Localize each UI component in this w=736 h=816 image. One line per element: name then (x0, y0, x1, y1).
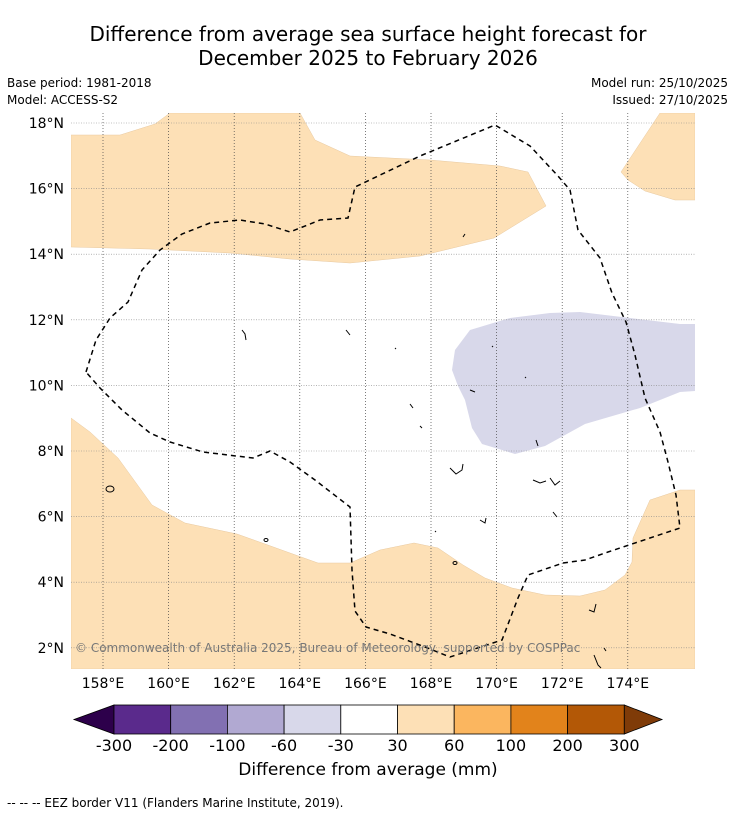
chart-title: Difference from average sea surface heig… (0, 22, 736, 70)
colorbar-segment (113, 704, 172, 735)
issued-text: Issued: 27/10/2025 (612, 93, 728, 107)
island-outline (549, 477, 561, 486)
colorbar-segment (453, 704, 512, 735)
longitude-label: 160°E (147, 676, 190, 692)
colorbar-tick-label: 200 (552, 736, 583, 755)
meta-left: Base period: 1981-2018 Model: ACCESS-S2 (7, 75, 152, 109)
title-line-2: December 2025 to February 2026 (198, 46, 538, 70)
copyright-text: © Commonwealth of Australia 2025, Bureau… (75, 641, 580, 655)
colorbar-tick-label: -60 (271, 736, 297, 755)
island-outline (479, 517, 487, 524)
colorbar-extend-high (623, 704, 664, 735)
grid-lines (71, 113, 695, 669)
island-outline (524, 376, 527, 379)
colorbar-tick-label: 100 (496, 736, 527, 755)
colorbar-extend-low (72, 704, 115, 735)
island-outline (419, 425, 423, 429)
colorbar-tick-label: -300 (96, 736, 132, 755)
latitude-label: 10°N (29, 378, 64, 394)
island-outline (532, 479, 547, 484)
latitude-label: 14°N (29, 247, 64, 263)
island-outline (535, 439, 539, 447)
island-outline (449, 463, 464, 475)
island-outline (263, 538, 269, 542)
model-text: Model: ACCESS-S2 (7, 93, 119, 107)
latitude-label: 16°N (29, 182, 64, 198)
longitude-label: 164°E (279, 676, 322, 692)
anomaly-region-negative-east (452, 312, 695, 454)
longitude-label: 170°E (475, 676, 518, 692)
anomaly-region-positive-northeast (620, 113, 695, 201)
island-outline (491, 345, 494, 348)
longitude-labels: 158°E 160°E 162°E 164°E 166°E 168°E 170°E 172°E… (82, 676, 649, 692)
latitude-label: 2°N (38, 641, 64, 657)
island-outline (469, 389, 476, 393)
colorbar-tick-label: 60 (444, 736, 464, 755)
colorbar: -300 -200 -100 -60 -30 30 60 100 200 300 (72, 704, 664, 755)
latitude-labels: 18°N 16°N 14°N 12°N 10°N 8°N 6°N 4°N 2°N (29, 116, 64, 657)
island-outline (345, 329, 351, 336)
latitude-label: 6°N (38, 510, 64, 526)
island-outline (394, 347, 397, 350)
colorbar-tick-label: -200 (153, 736, 189, 755)
longitude-label: 174°E (607, 676, 650, 692)
longitude-label: 168°E (410, 676, 453, 692)
base-period-text: Base period: 1981-2018 (7, 76, 152, 90)
colorbar-segment (510, 704, 568, 735)
colorbar-tick-label: -30 (328, 736, 354, 755)
colorbar-segment (226, 704, 285, 735)
colorbar-tick-label: 30 (387, 736, 407, 755)
model-run-text: Model run: 25/10/2025 (590, 76, 728, 90)
island-outline (409, 403, 414, 409)
island-outline (105, 485, 115, 493)
title-line-1: Difference from average sea surface heig… (89, 22, 647, 46)
colorbar-label: Difference from average (mm) (238, 760, 498, 780)
eez-border (85, 124, 681, 658)
latitude-label: 18°N (29, 116, 64, 132)
colorbar-segment (397, 704, 455, 735)
colorbar-segment (567, 704, 625, 735)
latitude-label: 8°N (38, 444, 64, 460)
longitude-label: 162°E (213, 676, 256, 692)
eez-legend-note: -- -- -- EEZ border V11 (Flanders Marine… (7, 796, 344, 810)
island-outline (241, 329, 247, 341)
island-outline (593, 654, 602, 669)
anomaly-region-positive-north (71, 113, 547, 264)
longitude-label: 166°E (344, 676, 387, 692)
island-outline (603, 647, 607, 652)
anomaly-region-positive-south (71, 417, 695, 669)
island-outlines (105, 233, 607, 669)
longitude-label: 172°E (541, 676, 584, 692)
latitude-label: 12°N (29, 313, 64, 329)
colorbar-tick-label: -100 (209, 736, 245, 755)
island-outline (588, 603, 597, 613)
colorbar-segment (283, 704, 342, 735)
island-outline (552, 511, 558, 518)
meta-right: Model run: 25/10/2025 Issued: 27/10/2025 (591, 75, 728, 109)
colorbar-tick-label: 300 (609, 736, 640, 755)
island-outline (452, 561, 458, 565)
colorbar-segment (170, 704, 228, 735)
island-outline (434, 530, 437, 533)
longitude-label: 158°E (82, 676, 125, 692)
colorbar-segment (340, 704, 398, 735)
map-content: © Commonwealth of Australia 2025, Bureau… (71, 113, 695, 669)
latitude-label: 4°N (38, 575, 64, 591)
island-outline (462, 233, 466, 238)
